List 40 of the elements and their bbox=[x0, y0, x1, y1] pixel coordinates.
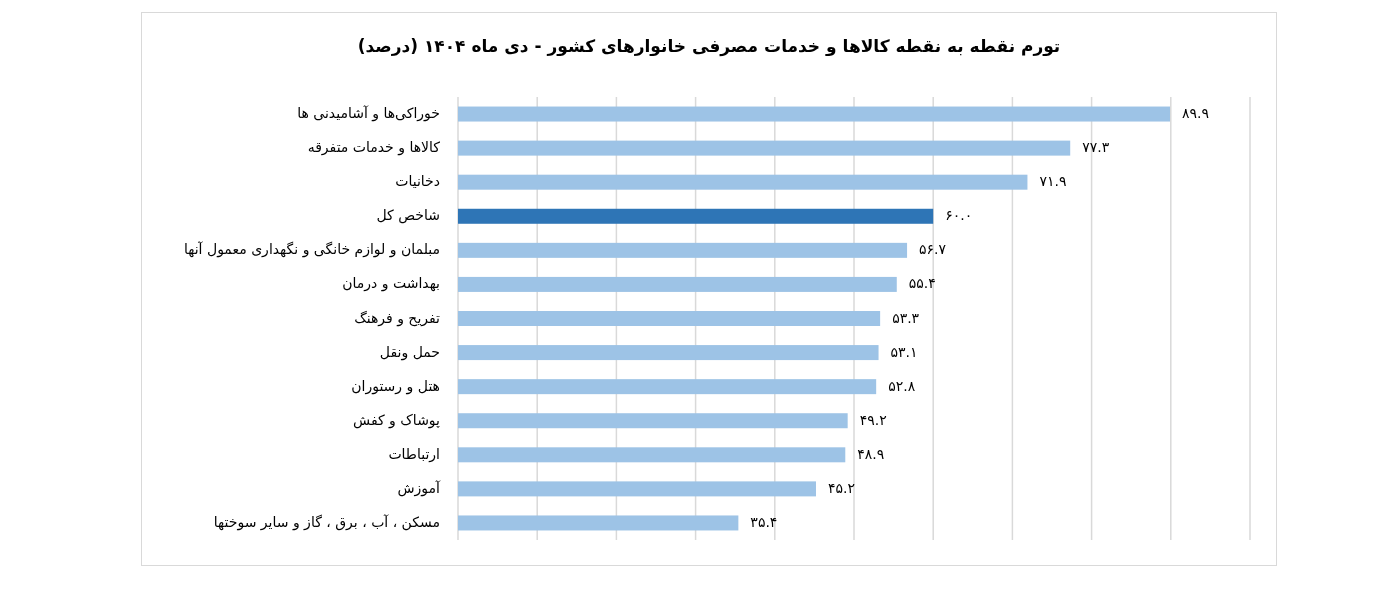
data-label: ۷۱.۹ bbox=[1039, 172, 1067, 191]
y-tick-label: حمل ونقل bbox=[379, 342, 440, 361]
bar bbox=[458, 276, 897, 292]
data-label: ۷۷.۳ bbox=[1082, 138, 1110, 157]
bar bbox=[458, 379, 877, 395]
y-tick-label: ارتباطات bbox=[388, 444, 440, 463]
y-tick-label: بهداشت و درمان bbox=[342, 274, 440, 293]
y-tick-label: تفریح و فرهنگ bbox=[354, 308, 440, 327]
bar bbox=[458, 311, 881, 326]
data-label: ۶۰.۰ bbox=[945, 206, 973, 225]
bar bbox=[458, 140, 1071, 156]
y-tick-label: دخانیات bbox=[395, 172, 440, 191]
y-tick-label: کالاها و خدمات متفرقه bbox=[307, 138, 440, 157]
y-tick-label: خوراکی‌ها و آشامیدنی ها bbox=[297, 104, 440, 123]
data-label: ۴۵.۲ bbox=[827, 478, 855, 497]
data-label: ۴۹.۲ bbox=[859, 410, 887, 429]
data-label: ۵۳.۱ bbox=[890, 342, 918, 361]
y-tick-label: پوشاک و کفش bbox=[353, 410, 440, 429]
bar bbox=[458, 208, 934, 224]
data-label: ۵۲.۸ bbox=[888, 376, 916, 395]
bar bbox=[458, 174, 1028, 190]
bar bbox=[458, 106, 1171, 122]
data-label: ۳۵.۴ bbox=[750, 512, 778, 531]
bar bbox=[458, 481, 816, 497]
data-label: ۸۹.۹ bbox=[1182, 104, 1210, 123]
chart-title: تورم نقطه به نقطه کالاها و خدمات مصرفی خانوارهای کشور - دی ماه ۱۴۰۴ (درصد) bbox=[357, 36, 1061, 56]
data-label: ۴۸.۹ bbox=[857, 444, 885, 463]
bar bbox=[458, 515, 739, 531]
y-tick-label: شاخص کل bbox=[376, 206, 440, 225]
bar bbox=[458, 413, 848, 429]
y-tick-label: مسکن ، آب ، برق ، گاز و سایر سوختها bbox=[213, 512, 440, 531]
y-tick-label: هتل و رستوران bbox=[351, 376, 440, 395]
bar bbox=[458, 447, 846, 463]
y-tick-label: آموزش bbox=[397, 478, 440, 497]
data-label: ۵۶.۷ bbox=[919, 240, 947, 259]
bar bbox=[458, 242, 908, 258]
data-label: ۵۳.۳ bbox=[892, 308, 920, 327]
bar bbox=[458, 345, 879, 361]
data-label: ۵۵.۴ bbox=[908, 274, 936, 293]
y-tick-label: مبلمان و لوازم خانگی و نگهداری معمول آنها bbox=[184, 240, 440, 259]
